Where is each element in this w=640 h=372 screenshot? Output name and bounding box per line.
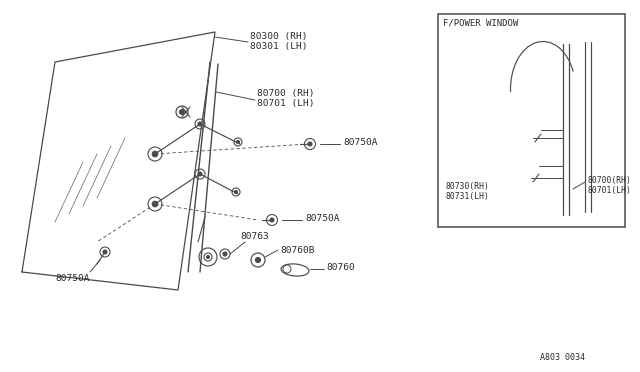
- Circle shape: [152, 201, 158, 207]
- Text: 80750A: 80750A: [343, 138, 378, 147]
- Text: 80700(RH)
80701(LH): 80700(RH) 80701(LH): [587, 176, 631, 195]
- Text: 80760: 80760: [326, 263, 355, 272]
- Circle shape: [152, 151, 158, 157]
- Circle shape: [546, 80, 550, 84]
- Circle shape: [541, 130, 545, 134]
- Circle shape: [198, 122, 202, 126]
- Circle shape: [234, 190, 237, 193]
- Circle shape: [308, 142, 312, 146]
- Text: 80750A: 80750A: [55, 274, 90, 283]
- Circle shape: [255, 257, 260, 263]
- Circle shape: [103, 250, 107, 254]
- Text: A803 0034: A803 0034: [540, 353, 585, 362]
- Circle shape: [531, 141, 536, 147]
- Bar: [438, 14, 625, 227]
- Circle shape: [270, 218, 274, 222]
- Text: 80760B: 80760B: [280, 246, 314, 255]
- Circle shape: [179, 109, 184, 115]
- Text: 80750A: 80750A: [305, 214, 339, 223]
- Circle shape: [223, 252, 227, 256]
- Text: 80730(RH)
80731(LH): 80730(RH) 80731(LH): [446, 182, 490, 201]
- Text: F/POWER WINDOW: F/POWER WINDOW: [443, 18, 518, 27]
- Circle shape: [237, 141, 239, 144]
- Circle shape: [564, 187, 568, 191]
- Text: 80763: 80763: [240, 232, 269, 241]
- Circle shape: [539, 170, 543, 174]
- Circle shape: [207, 256, 209, 259]
- Circle shape: [529, 182, 534, 186]
- Text: 80700 (RH)
80701 (LH): 80700 (RH) 80701 (LH): [257, 89, 314, 108]
- Circle shape: [198, 172, 202, 176]
- Text: 80300 (RH)
80301 (LH): 80300 (RH) 80301 (LH): [250, 32, 307, 51]
